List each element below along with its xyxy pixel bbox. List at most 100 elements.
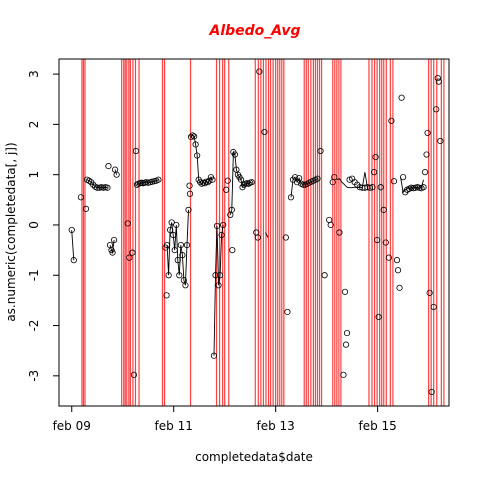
- data-point: [124, 220, 131, 227]
- data-point: [430, 303, 437, 311]
- data-point: [163, 292, 170, 299]
- x-tick-label: feb 11: [155, 419, 193, 433]
- data-point: [240, 181, 248, 188]
- data-point: [110, 236, 118, 244]
- data-point: [370, 169, 378, 176]
- data-point: [82, 205, 90, 212]
- data-point: [113, 171, 120, 178]
- data-point: [385, 254, 392, 261]
- data-point: [179, 252, 186, 259]
- data-point: [163, 241, 171, 249]
- data-point: [326, 216, 333, 224]
- y-tick-label: -1: [27, 269, 41, 281]
- data-point: [194, 152, 201, 159]
- data-point: [426, 289, 433, 296]
- data-point: [204, 179, 211, 186]
- data-point: [248, 179, 255, 186]
- data-point: [423, 151, 430, 158]
- data-point: [186, 190, 194, 197]
- y-tick-label: 2: [27, 121, 41, 129]
- series-line: [213, 224, 224, 356]
- data-point: [380, 206, 387, 213]
- y-tick-label: -3: [27, 370, 41, 382]
- data-point: [106, 241, 114, 249]
- data-point: [256, 68, 263, 75]
- series-line: [71, 229, 75, 261]
- data-point: [228, 206, 235, 213]
- data-point: [186, 182, 193, 189]
- data-point: [201, 180, 208, 187]
- data-point: [109, 249, 116, 256]
- data-point: [314, 175, 321, 182]
- data-point: [400, 174, 407, 181]
- data-point: [229, 247, 236, 254]
- data-point: [398, 94, 405, 101]
- data-point: [171, 247, 178, 254]
- data-point: [296, 175, 303, 182]
- x-axis: feb 09 feb 11 feb 13 feb 15: [53, 405, 397, 433]
- data-point: [177, 241, 184, 249]
- data-point: [197, 179, 204, 186]
- data-point: [68, 226, 75, 234]
- data-point: [85, 177, 93, 184]
- data-point: [424, 129, 431, 137]
- data-point: [254, 234, 261, 241]
- data-point: [382, 239, 389, 246]
- data-point: [420, 184, 427, 191]
- y-tick-label: -2: [27, 320, 41, 332]
- data-point: [394, 267, 402, 274]
- data-point: [190, 133, 198, 140]
- data-point: [220, 221, 227, 229]
- data-point: [237, 176, 245, 183]
- data-point: [343, 329, 351, 337]
- data-point: [215, 282, 222, 289]
- data-point: [340, 371, 347, 378]
- data-point: [261, 128, 268, 136]
- data-series: [68, 68, 444, 396]
- data-point: [231, 151, 238, 158]
- data-point: [369, 184, 376, 191]
- data-point: [300, 181, 307, 188]
- vertical-marker-lines: [81, 59, 445, 406]
- data-point: [377, 184, 384, 191]
- data-point: [388, 117, 395, 124]
- data-point: [176, 272, 183, 279]
- data-point: [212, 272, 219, 279]
- data-point: [189, 132, 196, 139]
- data-point: [421, 169, 429, 176]
- data-point: [90, 181, 97, 188]
- data-point: [185, 206, 192, 213]
- chart-title: Albedo_Avg: [208, 23, 300, 39]
- data-point: [174, 257, 181, 264]
- data-point: [165, 272, 172, 279]
- data-point: [213, 222, 221, 230]
- data-point: [390, 178, 398, 185]
- data-point: [168, 219, 175, 226]
- data-point: [209, 176, 216, 183]
- data-point: [321, 272, 328, 279]
- data-point: [126, 254, 133, 261]
- data-point: [317, 147, 324, 155]
- data-point: [336, 229, 343, 236]
- series-line: [265, 232, 269, 238]
- data-point: [167, 226, 174, 234]
- y-tick-label: 1: [27, 171, 41, 179]
- data-point: [129, 249, 136, 256]
- data-point: [396, 284, 403, 291]
- x-tick-label: feb 13: [257, 419, 295, 433]
- data-point: [94, 184, 101, 191]
- data-point: [433, 106, 440, 113]
- data-point: [374, 236, 381, 244]
- data-point: [372, 153, 379, 161]
- y-tick-label: 3: [27, 70, 41, 78]
- data-point: [155, 176, 162, 183]
- data-point: [77, 194, 85, 201]
- data-point: [331, 174, 338, 181]
- data-point: [341, 288, 349, 295]
- data-point: [183, 241, 191, 249]
- data-point: [342, 341, 350, 348]
- data-point: [206, 177, 213, 184]
- data-point: [130, 371, 138, 378]
- data-point: [435, 78, 442, 85]
